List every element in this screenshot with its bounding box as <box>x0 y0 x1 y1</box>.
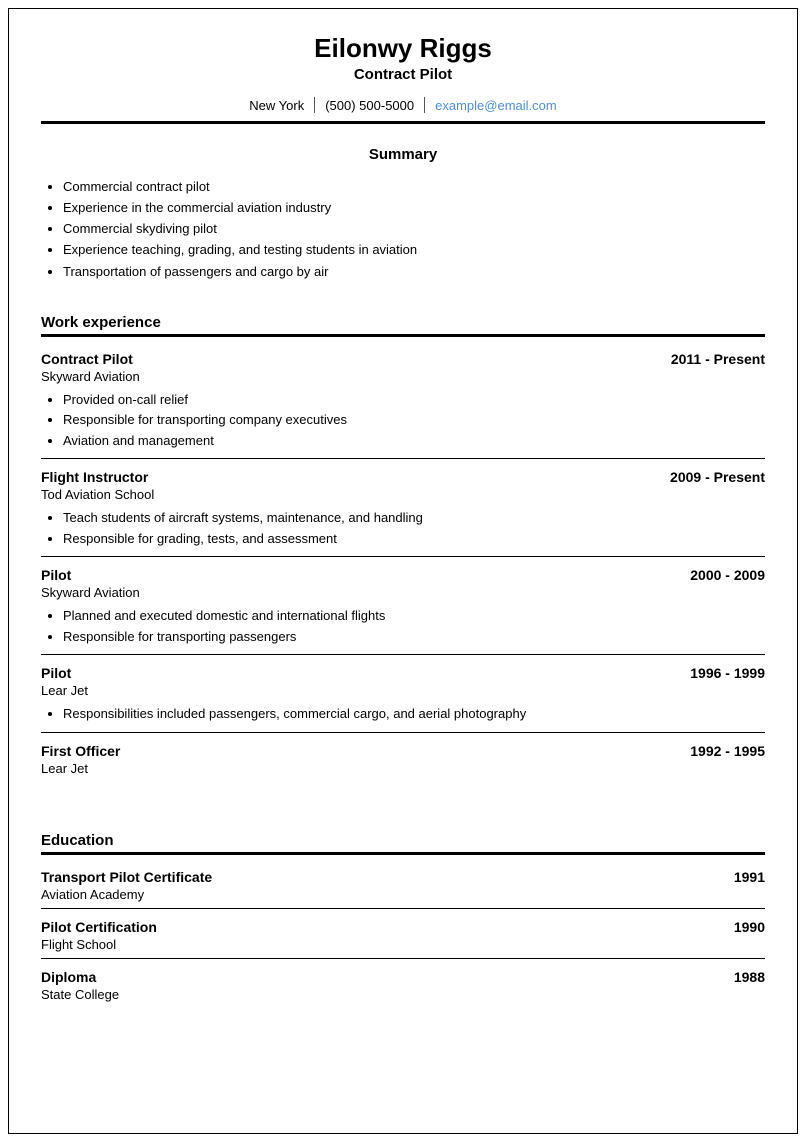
entry-rule <box>41 556 765 557</box>
education-rule <box>41 852 765 855</box>
school: State College <box>41 987 765 1002</box>
entry-header: Pilot Certification 1990 <box>41 919 765 935</box>
work-rule <box>41 334 765 337</box>
role: Flight Instructor <box>41 469 148 485</box>
summary-item: Commercial skydiving pilot <box>63 219 765 239</box>
degree: Pilot Certification <box>41 919 157 935</box>
work-entry: Contract Pilot 2011 - Present Skyward Av… <box>41 351 765 451</box>
org: Tod Aviation School <box>41 487 765 502</box>
education-heading: Education <box>41 832 765 849</box>
entry-bullets: Teach students of aircraft systems, main… <box>63 508 765 548</box>
email-link[interactable]: example@email.com <box>425 98 567 113</box>
degree: Diploma <box>41 969 96 985</box>
entry-bullets: Responsibilities included passengers, co… <box>63 704 765 724</box>
school: Flight School <box>41 937 765 952</box>
entry-header: Transport Pilot Certificate 1991 <box>41 869 765 885</box>
dates: 1996 - 1999 <box>690 665 765 681</box>
entry-header: Flight Instructor 2009 - Present <box>41 469 765 485</box>
entry-rule <box>41 458 765 459</box>
education-entry: Transport Pilot Certificate 1991 Aviatio… <box>41 869 765 902</box>
person-title: Contract Pilot <box>41 66 765 83</box>
role: Contract Pilot <box>41 351 133 367</box>
summary-item: Commercial contract pilot <box>63 177 765 197</box>
role: Pilot <box>41 567 71 583</box>
entry-rule <box>41 732 765 733</box>
bullet: Responsible for transporting company exe… <box>63 410 765 430</box>
person-name: Eilonwy Riggs <box>41 33 765 64</box>
entry-rule <box>41 958 765 959</box>
bullet: Planned and executed domestic and intern… <box>63 606 765 626</box>
degree: Transport Pilot Certificate <box>41 869 212 885</box>
org: Lear Jet <box>41 683 765 698</box>
dates: 2009 - Present <box>670 469 765 485</box>
bullet: Aviation and management <box>63 431 765 451</box>
contact-line: New York (500) 500-5000 example@email.co… <box>41 97 765 113</box>
entry-header: First Officer 1992 - 1995 <box>41 743 765 759</box>
bullet: Responsible for grading, tests, and asse… <box>63 529 765 549</box>
bullet: Responsibilities included passengers, co… <box>63 704 765 724</box>
bullet: Provided on-call relief <box>63 390 765 410</box>
entry-header: Pilot 2000 - 2009 <box>41 567 765 583</box>
work-entry: First Officer 1992 - 1995 Lear Jet <box>41 743 765 776</box>
location: New York <box>239 98 314 113</box>
work-entry: Flight Instructor 2009 - Present Tod Avi… <box>41 469 765 548</box>
dates: 2000 - 2009 <box>690 567 765 583</box>
phone: (500) 500-5000 <box>315 98 424 113</box>
year: 1991 <box>734 869 765 885</box>
bullet: Responsible for transporting passengers <box>63 627 765 647</box>
education-entry: Pilot Certification 1990 Flight School <box>41 919 765 952</box>
summary-item: Experience in the commercial aviation in… <box>63 198 765 218</box>
summary-list: Commercial contract pilot Experience in … <box>63 177 765 282</box>
year: 1988 <box>734 969 765 985</box>
entry-rule <box>41 908 765 909</box>
entry-header: Diploma 1988 <box>41 969 765 985</box>
org: Skyward Aviation <box>41 369 765 384</box>
org: Skyward Aviation <box>41 585 765 600</box>
entry-bullets: Provided on-call relief Responsible for … <box>63 390 765 451</box>
entry-header: Pilot 1996 - 1999 <box>41 665 765 681</box>
summary-item: Transportation of passengers and cargo b… <box>63 262 765 282</box>
work-entry: Pilot 2000 - 2009 Skyward Aviation Plann… <box>41 567 765 646</box>
resume-page: Eilonwy Riggs Contract Pilot New York (5… <box>8 8 798 1134</box>
header-rule <box>41 121 765 124</box>
dates: 2011 - Present <box>671 351 765 367</box>
dates: 1992 - 1995 <box>690 743 765 759</box>
role: Pilot <box>41 665 71 681</box>
work-heading: Work experience <box>41 314 765 331</box>
role: First Officer <box>41 743 120 759</box>
entry-rule <box>41 654 765 655</box>
bullet: Teach students of aircraft systems, main… <box>63 508 765 528</box>
org: Lear Jet <box>41 761 765 776</box>
year: 1990 <box>734 919 765 935</box>
spacer <box>41 782 765 832</box>
education-entry: Diploma 1988 State College <box>41 969 765 1002</box>
school: Aviation Academy <box>41 887 765 902</box>
work-entry: Pilot 1996 - 1999 Lear Jet Responsibilit… <box>41 665 765 724</box>
summary-heading: Summary <box>41 146 765 163</box>
header: Eilonwy Riggs Contract Pilot New York (5… <box>41 33 765 113</box>
entry-header: Contract Pilot 2011 - Present <box>41 351 765 367</box>
summary-item: Experience teaching, grading, and testin… <box>63 240 765 260</box>
entry-bullets: Planned and executed domestic and intern… <box>63 606 765 646</box>
